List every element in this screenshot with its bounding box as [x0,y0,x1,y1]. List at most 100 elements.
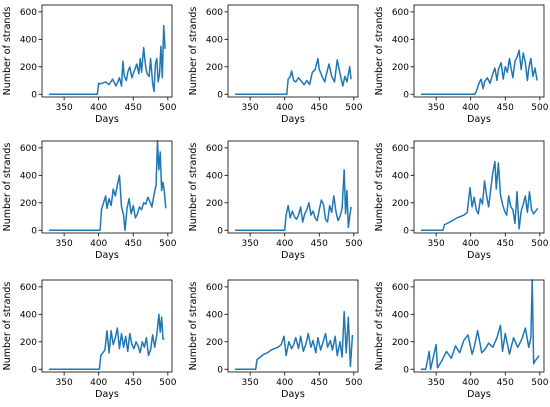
x-tick-label: 450 [497,378,514,388]
series-line [48,140,167,231]
y-tick-label: 400 [206,35,223,45]
x-tick-label: 500 [531,239,548,249]
y-tick-label: 600 [20,144,37,154]
x-tick-label: 450 [311,378,328,388]
y-tick-label: 200 [20,63,37,73]
subplot-6: 350 400 450 500 0 200 400 600 Days Number of stra… [374,140,549,261]
x-tick-label: 400 [462,239,479,249]
y-tick-label: 400 [392,171,409,181]
y-tick-label: 0 [31,90,37,100]
y-tick-label: 400 [206,310,223,320]
axes-frame [413,140,545,234]
subplot-2: 350 400 450 500 0 200 400 600 Days Number of stra… [188,4,363,125]
x-tick-label: 400 [90,378,107,388]
y-axis-label: Number of strands [374,7,385,96]
x-tick-label: 500 [159,239,176,249]
y-tick-label: 0 [403,365,409,375]
x-tick-label: 500 [345,239,362,249]
y-tick-label: 600 [206,283,223,293]
axes-frame [227,279,359,373]
axes-frame [41,279,173,373]
y-axis-label: Number of strands [2,282,13,371]
subplot-9: 350 400 450 500 0 200 400 600 Days Number of stra… [374,279,549,400]
y-tick-label: 0 [403,226,409,236]
y-tick-label: 600 [20,8,37,18]
x-tick-label: 400 [276,378,293,388]
x-tick-label: 450 [125,239,142,249]
y-tick-label: 0 [31,365,37,375]
series-line [234,57,352,95]
axes-frame [413,4,545,98]
x-tick-label: 400 [462,378,479,388]
axes-frame [227,4,359,98]
subplot-8: 350 400 450 500 0 200 400 600 Days Number of stra… [188,279,363,400]
x-tick-label: 500 [345,378,362,388]
subplot-3: 350 400 450 500 0 200 400 600 Days Number of stra… [374,4,549,125]
x-tick-label: 350 [428,103,445,113]
x-tick-label: 400 [90,103,107,113]
y-tick-label: 200 [206,199,223,209]
y-tick-label: 0 [217,226,223,236]
x-axis-label: Days [95,250,119,261]
series-line [234,169,352,231]
x-tick-label: 450 [497,239,514,249]
x-tick-label: 350 [56,103,73,113]
x-axis-label: Days [281,114,305,125]
series-line [420,160,539,231]
x-tick-label: 350 [56,378,73,388]
y-tick-label: 200 [392,63,409,73]
x-tick-label: 450 [311,103,328,113]
x-axis-label: Days [467,389,491,400]
axes-frame [413,279,545,373]
x-axis-label: Days [467,250,491,261]
y-axis-label: Number of strands [374,282,385,371]
y-tick-label: 600 [392,8,409,18]
x-tick-label: 350 [56,239,73,249]
y-tick-label: 0 [403,90,409,100]
subplot-7: 350 400 450 500 0 200 400 600 Days Number of stra… [2,279,177,400]
y-tick-label: 200 [392,199,409,209]
axes-frame [227,140,359,234]
y-axis-label: Number of strands [2,143,13,232]
series-line [234,310,354,370]
x-tick-label: 350 [242,378,259,388]
axes-frame [41,140,173,234]
x-tick-label: 500 [531,378,548,388]
y-tick-label: 400 [392,310,409,320]
y-tick-label: 400 [392,35,409,45]
x-axis-label: Days [95,389,119,400]
x-tick-label: 400 [276,239,293,249]
y-axis-label: Number of strands [188,282,199,371]
x-tick-label: 500 [345,103,362,113]
x-tick-label: 350 [428,378,445,388]
y-tick-label: 400 [20,35,37,45]
x-tick-label: 500 [531,103,548,113]
y-tick-label: 600 [206,8,223,18]
y-tick-label: 400 [206,171,223,181]
y-tick-label: 200 [206,63,223,73]
y-tick-label: 200 [392,338,409,348]
y-tick-label: 600 [392,144,409,154]
series-line [420,279,540,370]
y-tick-label: 600 [206,144,223,154]
y-tick-label: 200 [20,338,37,348]
x-tick-label: 350 [242,103,259,113]
y-tick-label: 0 [217,90,223,100]
series-line [48,24,166,95]
y-tick-label: 200 [206,338,223,348]
x-tick-label: 500 [159,103,176,113]
series-line [48,313,165,370]
x-tick-label: 350 [428,239,445,249]
x-tick-label: 400 [276,103,293,113]
y-tick-label: 400 [20,171,37,181]
y-tick-label: 0 [217,365,223,375]
x-tick-label: 350 [242,239,259,249]
subplot-4: 350 400 450 500 0 200 400 600 Days Number of stra… [2,140,177,261]
x-tick-label: 500 [159,378,176,388]
x-tick-label: 450 [125,103,142,113]
subplot-5: 350 400 450 500 0 200 400 600 Days Number of stra… [188,140,363,261]
y-tick-label: 0 [31,226,37,236]
x-tick-label: 450 [311,239,328,249]
y-tick-label: 400 [20,310,37,320]
